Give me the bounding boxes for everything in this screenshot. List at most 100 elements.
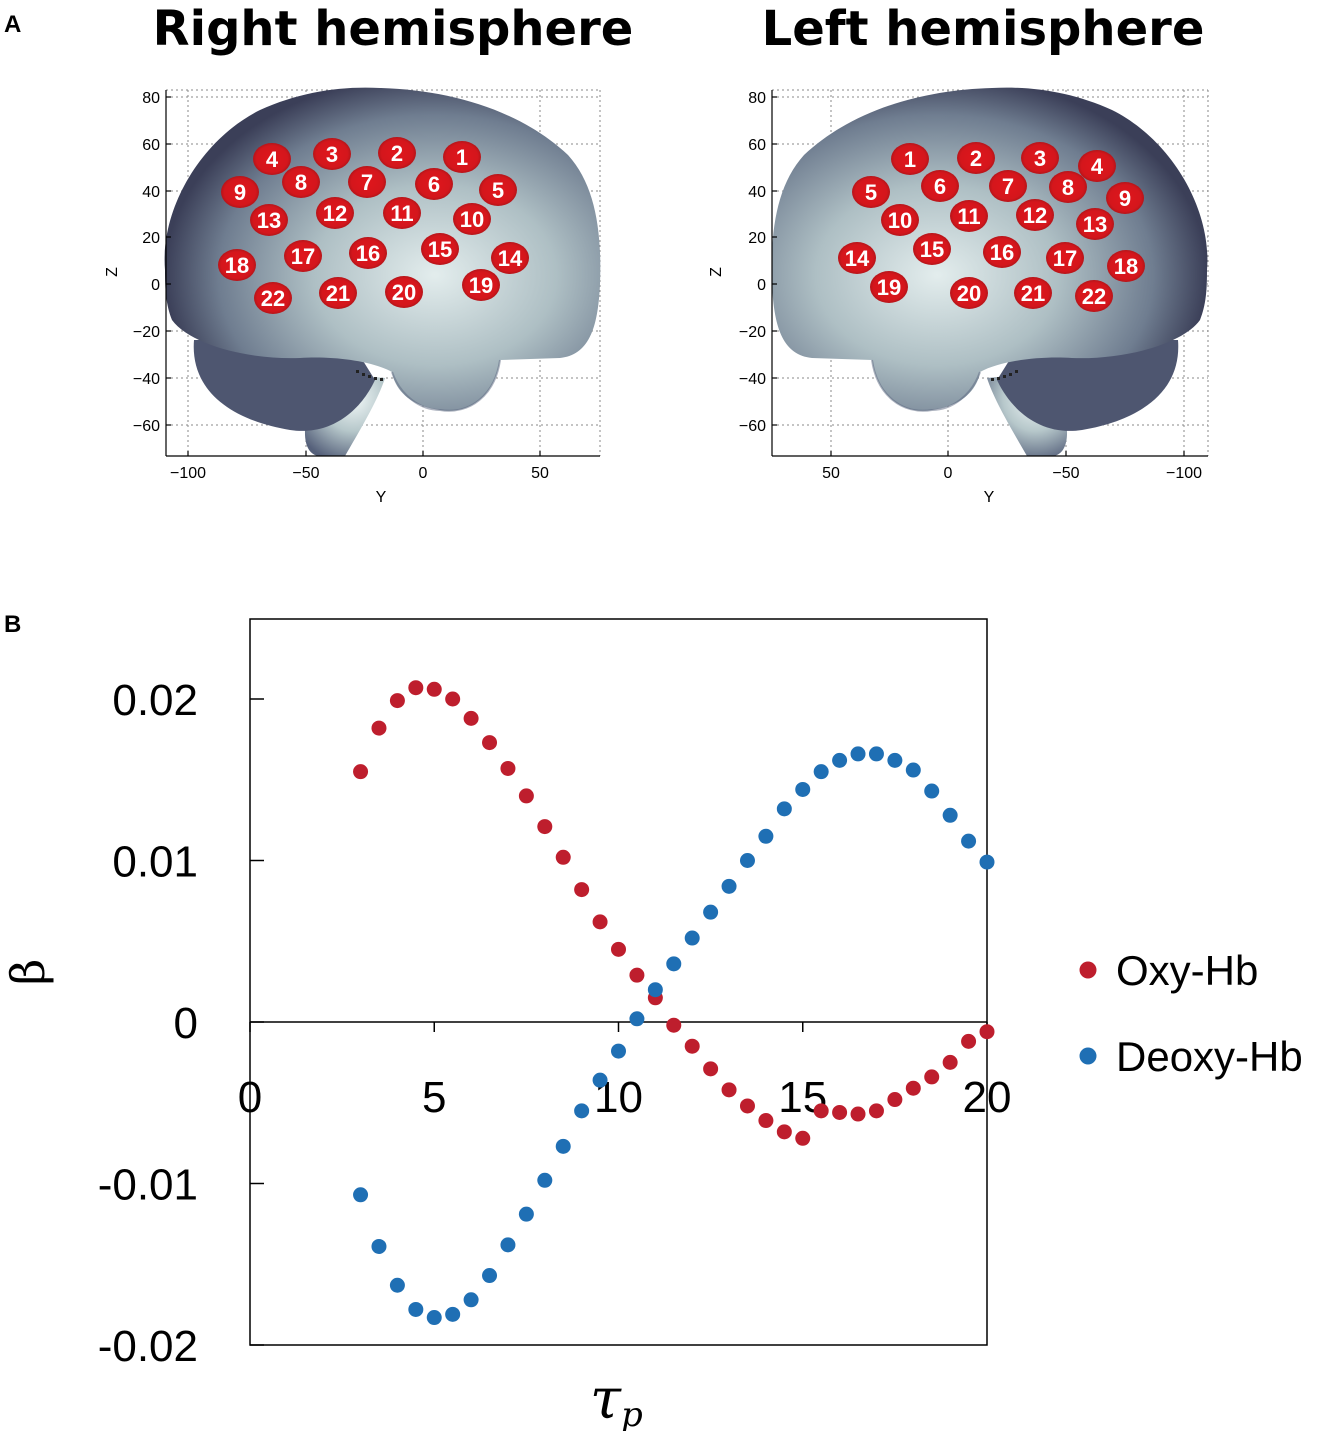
svg-text:16: 16: [990, 240, 1014, 265]
y-tick-label: -0.01: [98, 1161, 198, 1210]
data-point: [979, 854, 995, 870]
data-point: [555, 849, 571, 865]
svg-text:9: 9: [1119, 186, 1131, 211]
panel-b-letter: B: [4, 611, 21, 638]
svg-text:16: 16: [356, 241, 380, 266]
channel-10: 10: [453, 203, 491, 235]
channel-21: 21: [1014, 277, 1052, 309]
data-point: [666, 956, 682, 972]
right-xtick-2: 0: [419, 465, 428, 482]
data-point: [942, 807, 958, 823]
y-tick-label: -0.02: [98, 1322, 198, 1371]
svg-text:2: 2: [970, 146, 982, 171]
data-point: [574, 882, 590, 898]
channel-3: 3: [313, 138, 351, 170]
channel-19: 19: [870, 271, 908, 303]
series-deoxy-hb: [353, 746, 995, 1326]
right-x-label: Y: [376, 489, 387, 506]
y-axis-ticks: 0.02 0.01 0 -0.01 -0.02: [98, 676, 264, 1371]
right-ytick-1: 60: [142, 137, 160, 154]
legend-label: Deoxy-Hb: [1116, 1033, 1303, 1080]
data-point: [389, 693, 405, 709]
data-point: [353, 764, 369, 780]
data-point: [813, 764, 829, 780]
data-point: [426, 681, 442, 697]
right-hemisphere-title: Right hemisphere: [153, 1, 634, 57]
svg-text:18: 18: [1114, 254, 1138, 279]
svg-text:6: 6: [934, 174, 946, 199]
svg-text:15: 15: [428, 237, 452, 262]
data-point: [611, 1043, 626, 1059]
data-point: [463, 710, 479, 726]
channel-13: 13: [250, 204, 288, 236]
panel-a-letter: A: [4, 11, 21, 38]
channel-8: 8: [1049, 171, 1087, 203]
right-xtick-1: −50: [292, 465, 319, 482]
data-point: [463, 1292, 479, 1308]
svg-text:7: 7: [361, 170, 373, 195]
data-point: [684, 1038, 700, 1054]
svg-text:19: 19: [877, 275, 901, 300]
data-point: [850, 746, 866, 762]
channel-11: 11: [950, 200, 988, 232]
svg-text:10: 10: [888, 208, 912, 233]
svg-text:5: 5: [865, 180, 877, 205]
left-channels: 1 2 3 4 5 6 7 8 9 10 11 12 13 14 15 16 1…: [838, 142, 1145, 312]
channel-1: 1: [443, 141, 481, 173]
x-axis-label: τp: [590, 1367, 643, 1431]
channel-10: 10: [881, 204, 919, 236]
data-point: [924, 783, 940, 799]
channel-2: 2: [957, 142, 995, 174]
data-point: [666, 1017, 682, 1033]
data-point: [758, 1113, 774, 1129]
channel-8: 8: [282, 166, 320, 198]
x-tick-label: 0: [238, 1073, 262, 1122]
svg-text:10: 10: [460, 207, 484, 232]
svg-text:20: 20: [957, 281, 981, 306]
svg-text:13: 13: [1083, 212, 1107, 237]
y-axis-label: β: [1, 959, 55, 986]
left-axes: 80 60 40 20 0 −20 −40 −60 50 0 −50 −100 …: [708, 90, 1208, 506]
svg-text:18: 18: [225, 253, 249, 278]
data-point: [371, 1238, 387, 1254]
svg-text:22: 22: [261, 286, 285, 311]
data-point: [353, 1187, 369, 1203]
left-xtick-3: −100: [1166, 465, 1202, 482]
right-hemisphere-panel: Right hemisphere 1: [104, 1, 633, 506]
svg-text:19: 19: [469, 273, 493, 298]
channel-17: 17: [284, 240, 322, 272]
channel-14: 14: [838, 242, 876, 274]
channel-17: 17: [1046, 242, 1084, 274]
svg-text:8: 8: [1062, 175, 1074, 200]
svg-text:12: 12: [323, 201, 347, 226]
svg-text:17: 17: [291, 244, 315, 269]
left-brainstem-marks: [991, 370, 1018, 381]
right-ytick-4: 0: [151, 277, 160, 294]
right-ytick-6: −40: [133, 371, 160, 388]
data-point: [703, 1061, 719, 1077]
data-point: [555, 1138, 571, 1154]
channel-1: 1: [891, 143, 929, 175]
svg-text:20: 20: [392, 280, 416, 305]
panel-b-chart: 0.020.010-0.01-0.02 0 5 10 15 20 β τp Oxy-Hb…: [1, 618, 1303, 1431]
channel-4: 4: [253, 143, 291, 175]
svg-text:14: 14: [498, 246, 523, 271]
data-point: [721, 1082, 737, 1098]
data-point: [868, 746, 884, 762]
left-ytick-4: 0: [757, 277, 766, 294]
data-point: [795, 781, 811, 797]
svg-text:3: 3: [326, 142, 338, 167]
svg-text:7: 7: [1002, 174, 1014, 199]
data-point: [961, 833, 977, 849]
channel-13: 13: [1076, 208, 1114, 240]
channel-9: 9: [1106, 182, 1144, 214]
data-point: [611, 941, 626, 957]
data-point: [408, 680, 424, 696]
left-hemisphere-title: Left hemisphere: [762, 1, 1205, 57]
svg-text:1: 1: [456, 145, 468, 170]
data-point: [629, 1011, 645, 1027]
svg-text:3: 3: [1034, 146, 1046, 171]
data-point: [500, 760, 516, 776]
svg-text:4: 4: [1091, 154, 1104, 179]
